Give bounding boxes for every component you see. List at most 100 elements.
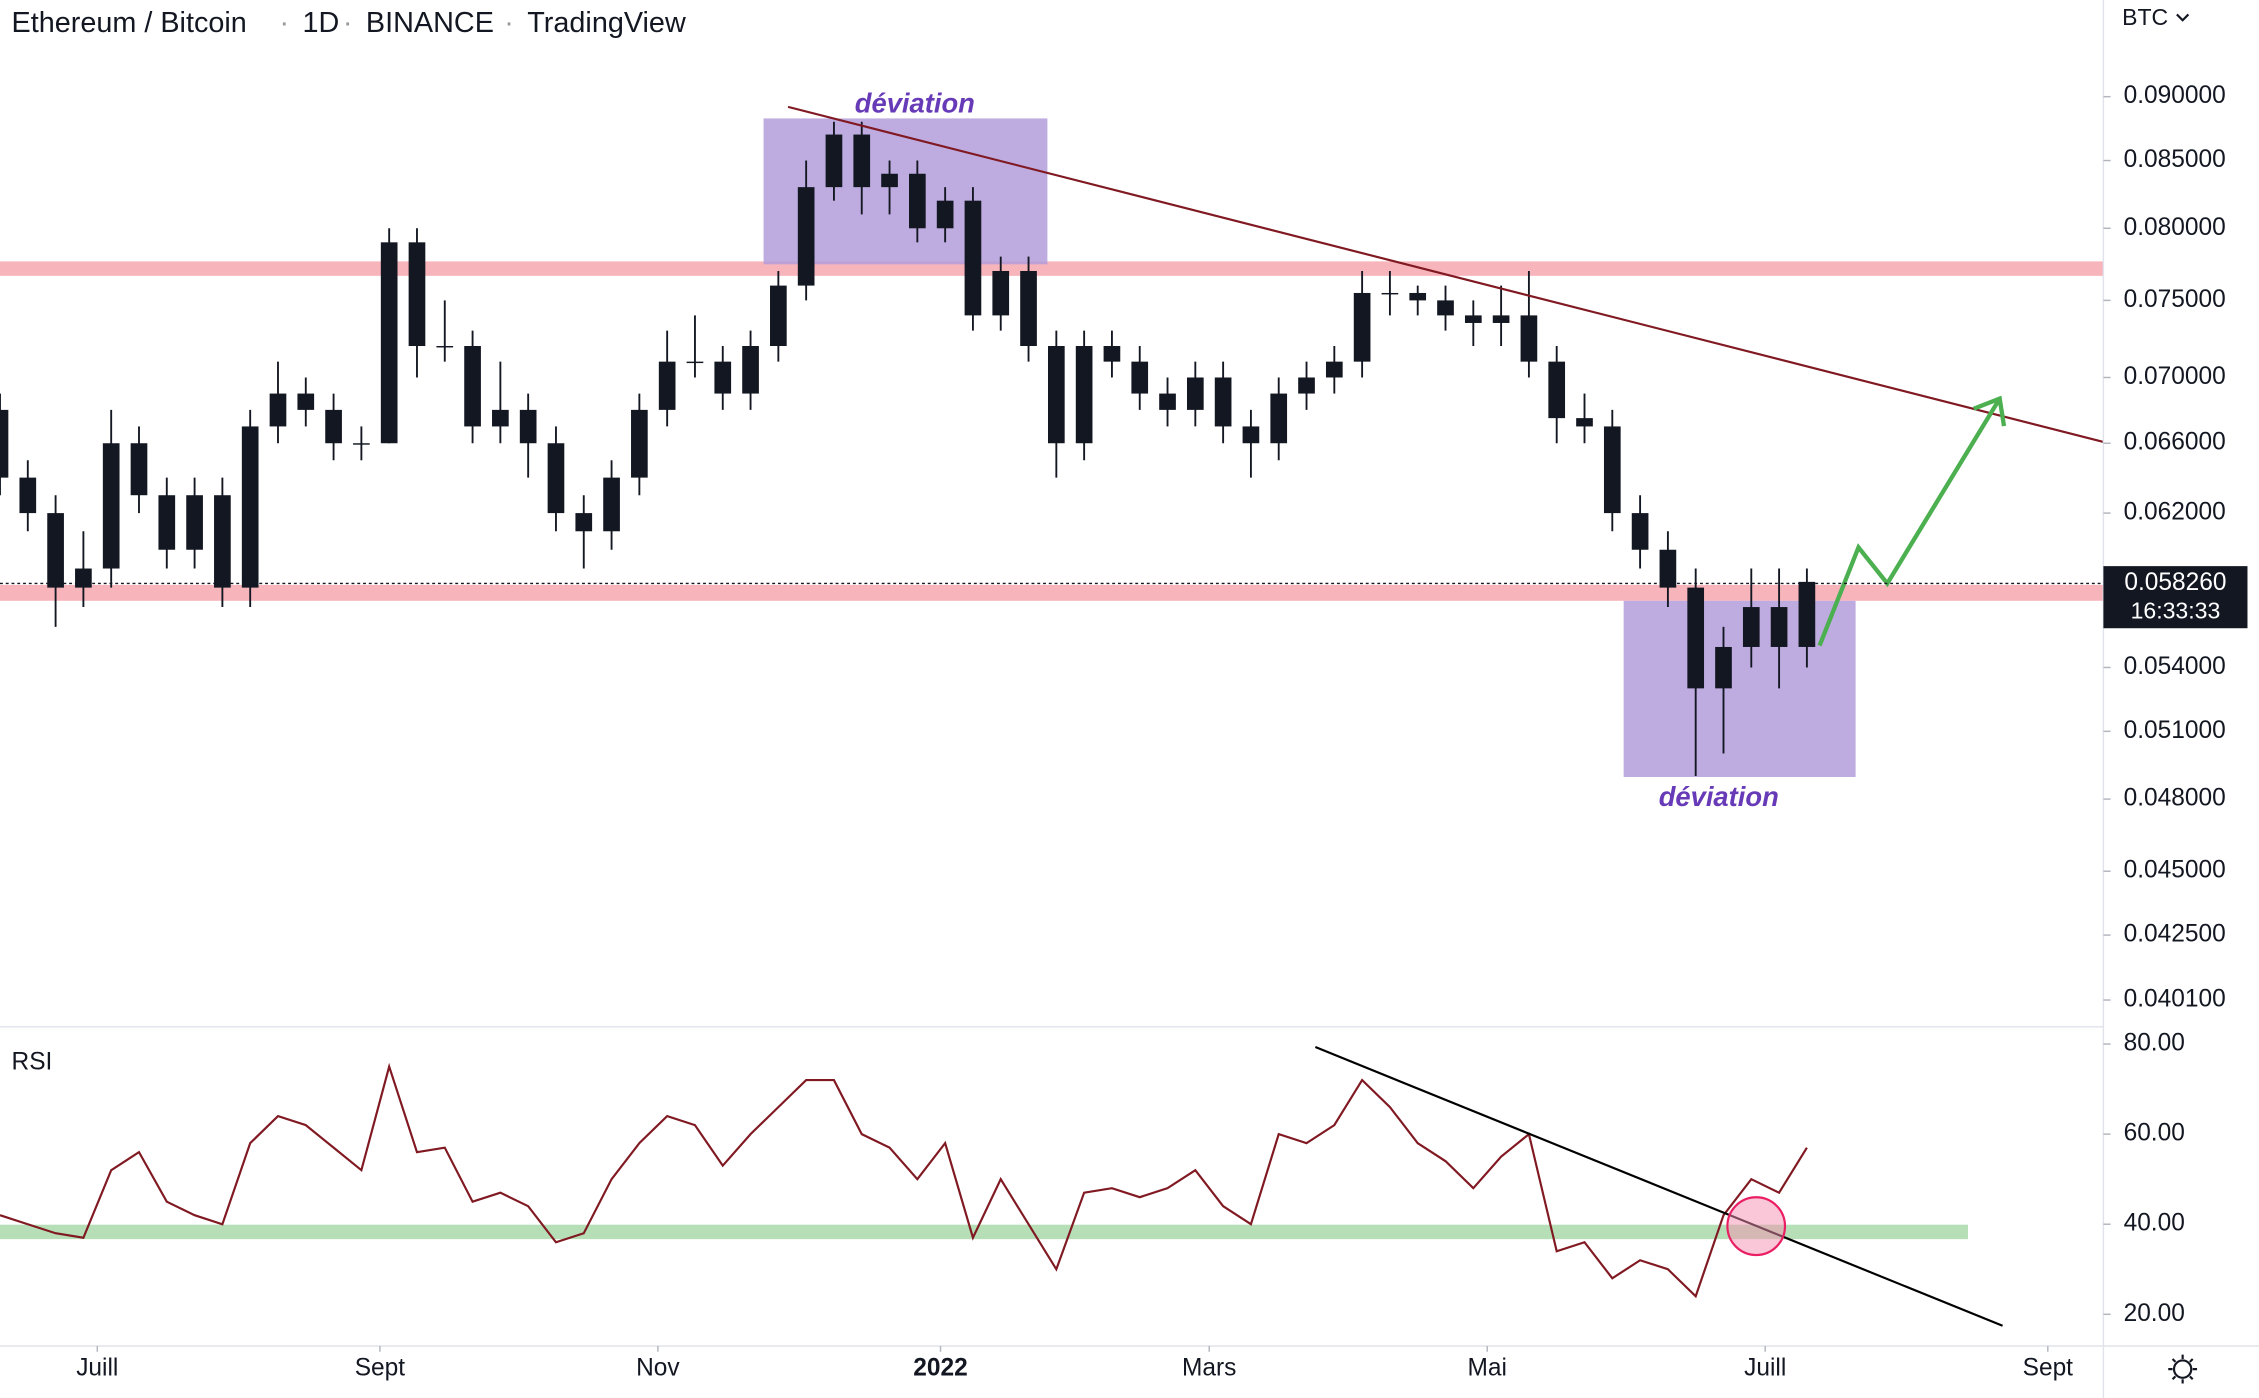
candle-body	[1576, 418, 1593, 427]
resistance-band	[0, 261, 2104, 276]
candle-body	[19, 477, 37, 514]
x-tick-label: Mars	[1182, 1355, 1236, 1382]
drawings	[0, 118, 2104, 1240]
candle-body	[297, 393, 315, 410]
x-tick-label: 2022	[913, 1355, 967, 1382]
candle-body	[1548, 361, 1566, 419]
separator: ·	[504, 7, 514, 39]
y-tick-label: 0.051000	[2124, 717, 2226, 744]
candle-body	[1687, 587, 1705, 689]
candle-body	[1159, 393, 1176, 410]
y-tick-label: 0.070000	[2124, 363, 2226, 390]
y-tick-label: 0.048000	[2124, 785, 2226, 812]
candle-body	[464, 346, 481, 427]
candle-body	[269, 393, 287, 427]
candle-body	[770, 285, 787, 347]
candle-body	[575, 513, 593, 532]
candle-body	[1659, 549, 1677, 588]
header: Ethereum / Bitcoin · 1D · BINANCE · Trad…	[12, 7, 686, 39]
candle-body	[992, 270, 1010, 316]
gear-teeth[interactable]	[2168, 1354, 2198, 1384]
candle-body	[519, 409, 537, 444]
x-tick-label: Mai	[1467, 1355, 1506, 1382]
y-tick-label: 0.090000	[2124, 82, 2226, 109]
rsi-trendline	[1314, 1046, 2003, 1327]
candle-body	[325, 409, 342, 444]
rsi-support-band	[0, 1224, 1968, 1240]
deviation-box	[1623, 600, 1856, 777]
candle-body	[380, 242, 398, 444]
x-tick-label: Juill	[76, 1355, 118, 1382]
candle-body	[408, 242, 426, 347]
candle-body	[436, 346, 454, 348]
candle-body	[75, 568, 92, 588]
candle-body	[1298, 377, 1315, 394]
y-tick-label: 40.00	[2124, 1210, 2185, 1237]
gear[interactable]	[2172, 1359, 2193, 1379]
candle-body	[714, 361, 732, 394]
candle-body	[1464, 315, 1482, 323]
candle-body	[1186, 377, 1204, 410]
y-tick-label: 0.045000	[2124, 857, 2226, 884]
candle-body	[1492, 315, 1510, 323]
support-band	[0, 584, 2104, 601]
y-tick-label: 0.062000	[2124, 499, 2226, 526]
projection-arrow	[1817, 397, 2002, 647]
candle-body	[686, 361, 704, 364]
candle-body	[1603, 426, 1621, 514]
y-tick-label: 60.00	[2124, 1120, 2185, 1147]
candle-body	[102, 443, 120, 569]
countdown: 16:33:33	[2131, 597, 2221, 623]
y-tick-label: 0.080000	[2124, 214, 2226, 241]
separator: ·	[343, 7, 353, 39]
candle-body	[0, 409, 9, 478]
candle-body	[47, 513, 64, 588]
settings-icon[interactable]	[2168, 1354, 2198, 1384]
candle-body	[214, 495, 231, 588]
candle-body	[909, 173, 926, 229]
candle-body	[825, 134, 843, 188]
candle-body	[1131, 361, 1149, 394]
currency-selector[interactable]: BTC	[2122, 4, 2168, 30]
price-tag	[2103, 566, 2248, 629]
x-tick-label: Juill	[1744, 1355, 1786, 1382]
candle-body	[1381, 292, 1399, 295]
symbol: Ethereum / Bitcoin	[12, 7, 247, 39]
candle-body	[964, 200, 982, 316]
y-tick-label: 0.040100	[2124, 985, 2226, 1012]
y-tick-label: 80.00	[2124, 1030, 2185, 1057]
x-tick-label: Sept	[2023, 1355, 2074, 1382]
candle-body	[1214, 377, 1232, 427]
candle-body	[492, 409, 509, 427]
candle-body	[1047, 346, 1065, 444]
candle-body	[1020, 270, 1037, 347]
candle-body	[742, 346, 759, 394]
y-tick-label: 0.085000	[2124, 146, 2226, 173]
candle-body	[1770, 607, 1788, 647]
rsi-line	[0, 1062, 1808, 1299]
candle-body	[853, 134, 871, 188]
overlays: déviation déviation	[0, 88, 2104, 1327]
annotation: déviation	[855, 88, 975, 119]
last-price: 0.058260	[2124, 569, 2226, 596]
candle-body	[1742, 607, 1760, 647]
candle-body	[631, 409, 648, 478]
breakout-circle	[1726, 1196, 1787, 1257]
candle-body	[186, 495, 203, 550]
x-tick-label: Sept	[355, 1355, 406, 1382]
candle-body	[1270, 393, 1288, 444]
annotation: déviation	[1659, 781, 1779, 812]
candle-body	[353, 443, 370, 445]
candle-body	[603, 477, 620, 532]
series	[0, 121, 1816, 1299]
candle-body	[1798, 581, 1816, 647]
dropdown-icon[interactable]	[2176, 13, 2190, 22]
candle-body	[797, 187, 815, 286]
y-tick-label: 0.066000	[2124, 429, 2226, 456]
candle-body	[241, 426, 259, 588]
candle-body	[1409, 292, 1427, 301]
trendline	[787, 105, 2104, 443]
y-tick-label: 0.075000	[2124, 286, 2226, 313]
